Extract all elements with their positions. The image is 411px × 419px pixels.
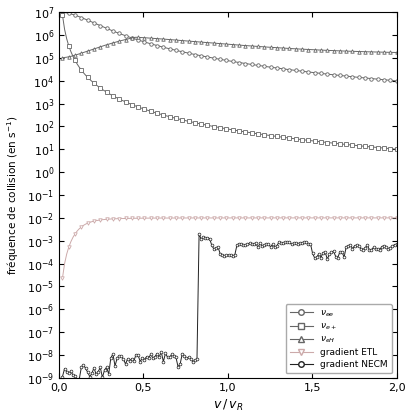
Legend: $\nu_{ee}$, $\nu_{e+}$, $\nu_{eH}$, gradient ETL, gradient NECM: $\nu_{ee}$, $\nu_{e+}$, $\nu_{eH}$, grad… xyxy=(286,304,392,373)
Y-axis label: fréquence de collision (en s$^{-1}$): fréquence de collision (en s$^{-1}$) xyxy=(6,116,21,274)
X-axis label: $v\,/\,v_R$: $v\,/\,v_R$ xyxy=(213,398,243,414)
